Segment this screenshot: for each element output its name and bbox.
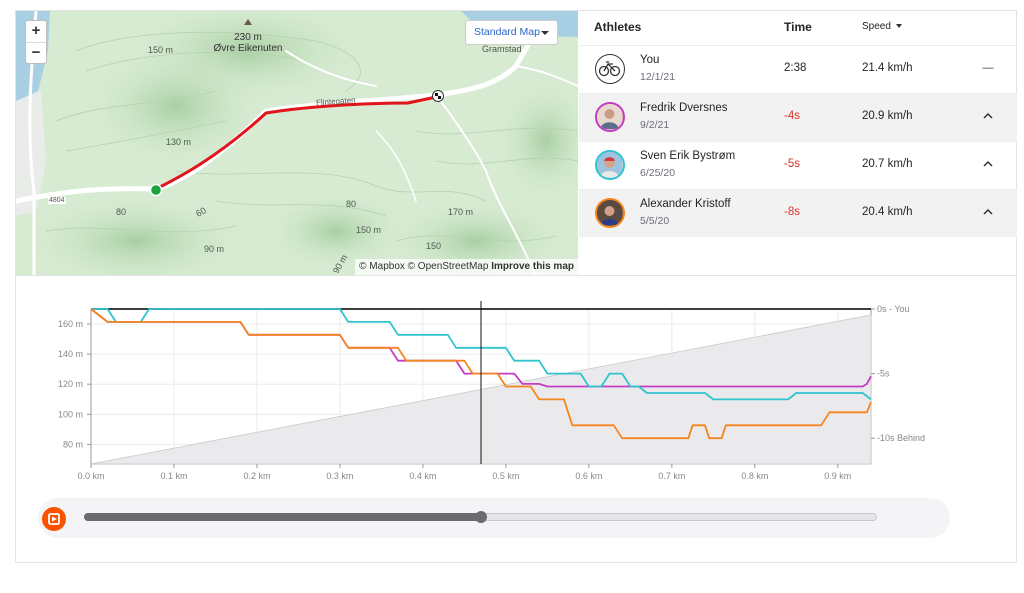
x-tick-label: 0.9 km [824, 471, 851, 481]
athlete-name[interactable]: You [640, 54, 660, 66]
play-icon [48, 513, 60, 525]
y-tick-label: 100 m [58, 409, 83, 419]
y2-tick-label: -10s Behind [877, 433, 925, 443]
effort-speed: 20.7 km/h [862, 158, 913, 170]
contour-label: 80 [346, 199, 357, 209]
effort-speed: 20.4 km/h [862, 206, 913, 218]
effort-date: 12/1/21 [640, 71, 676, 83]
effort-date: 5/5/20 [640, 215, 670, 227]
play-button[interactable] [42, 507, 66, 531]
athlete-avatar [595, 102, 625, 132]
time-gap: -5s [784, 158, 800, 170]
zoom-control: + − [25, 20, 47, 64]
chevron-down-icon [895, 24, 902, 29]
leaderboard-row[interactable]: Sven Erik Bystrøm 6/25/20 -5s 20.7 km/h [579, 141, 1017, 189]
segment-compare-widget: 230 m Øvre Eikenuten Gramstad Flintegate… [15, 10, 1017, 563]
athlete-name[interactable]: Fredrik Dversnes [640, 102, 728, 114]
effort-speed: 20.9 km/h [862, 110, 913, 122]
time-gap: -4s [784, 110, 800, 122]
time-gap-series [90, 308, 872, 440]
athlete-name[interactable]: Sven Erik Bystrøm [640, 150, 736, 162]
time-header[interactable]: Time [784, 20, 812, 34]
playback-progress [84, 513, 481, 521]
speed-header-label: Speed [862, 21, 891, 32]
finish-flag-icon [432, 90, 444, 102]
dash-icon[interactable]: — [982, 62, 994, 74]
y-tick-label: 120 m [58, 379, 83, 389]
section-divider [16, 275, 1016, 276]
x-tick-label: 0.5 km [492, 471, 519, 481]
attribution-text: © Mapbox © OpenStreetMap [359, 261, 489, 272]
x-tick-label: 0.1 km [160, 471, 187, 481]
y-tick-label: 80 m [63, 439, 83, 449]
bike-icon [595, 54, 625, 84]
chevron-down-icon [541, 31, 549, 35]
effort-speed: 21.4 km/h [862, 62, 913, 74]
route-map[interactable]: 230 m Øvre Eikenuten Gramstad Flintegate… [16, 11, 578, 275]
y2-tick-label: 0s - You [877, 304, 910, 314]
contour-label: 90 m [204, 244, 225, 254]
leaderboard-row[interactable]: Fredrik Dversnes 9/2/21 -4s 20.9 km/h [579, 93, 1017, 141]
x-tick-label: 0.3 km [326, 471, 353, 481]
x-tick-label: 0.4 km [409, 471, 436, 481]
athlete-name[interactable]: Alexander Kristoff [640, 198, 731, 210]
contour-label: 150 [426, 241, 442, 251]
contour-label: 150 m [148, 45, 174, 55]
y2-tick-label: -5s [877, 369, 890, 379]
improve-map-link[interactable]: Improve this map [491, 261, 574, 272]
effort-date: 9/2/21 [640, 119, 670, 131]
x-tick-label: 0.7 km [658, 471, 685, 481]
y-tick-label: 140 m [58, 349, 83, 359]
contour-label: 170 m [448, 207, 474, 217]
chevron-up-icon[interactable] [980, 156, 996, 172]
effort-time: 2:38 [784, 62, 807, 74]
map-style-dropdown[interactable]: Standard Map [465, 20, 558, 45]
leaderboard-row[interactable]: Alexander Kristoff 5/5/20 -8s 20.4 km/h [579, 189, 1017, 237]
speed-header-dropdown[interactable]: Speed [862, 11, 902, 45]
map-terrain [16, 11, 578, 275]
start-marker [149, 183, 163, 197]
x-axis-ticks: 0.0 km 0.1 km 0.2 km 0.3 km 0.4 km 0.5 km 0.6 … [77, 464, 851, 481]
peak-height: 230 m [234, 32, 262, 43]
contour-label: 150 m [356, 225, 382, 235]
series-line [90, 308, 872, 440]
peak-icon [244, 19, 252, 25]
y-tick-label: 160 m [58, 319, 83, 329]
athletes-header: Athletes [594, 20, 642, 34]
chevron-up-icon[interactable] [980, 108, 996, 124]
peak-label: 230 m Øvre Eikenuten [212, 32, 284, 54]
peak-name: Øvre Eikenuten [213, 43, 283, 54]
playback-scrubber[interactable] [474, 511, 487, 523]
series-line [91, 308, 872, 401]
athlete-avatar [595, 150, 625, 180]
time-gap: -8s [784, 206, 800, 218]
time-gap-axis-ticks: 0s - You -5s -10s Behind [871, 304, 925, 443]
zoom-in-button[interactable]: + [31, 22, 41, 39]
map-attribution: © Mapbox © OpenStreetMap Improve this ma… [355, 259, 578, 275]
x-tick-label: 0.0 km [77, 471, 104, 481]
place-label: Gramstad [482, 44, 522, 54]
contour-label: 130 m [166, 137, 192, 147]
y-axis-ticks: 160 m 140 m 120 m 100 m 80 m [58, 319, 91, 449]
map-style-label: Standard Map [474, 26, 540, 38]
athlete-avatar [595, 198, 625, 228]
x-tick-label: 0.8 km [741, 471, 768, 481]
x-tick-label: 0.6 km [575, 471, 602, 481]
leaderboard-panel: Athletes Time Speed You 12/1/21 2:38 21.… [579, 11, 1017, 238]
x-tick-label: 0.2 km [243, 471, 270, 481]
zoom-out-button[interactable]: − [26, 42, 46, 63]
chevron-up-icon[interactable] [980, 204, 996, 220]
leaderboard-row[interactable]: You 12/1/21 2:38 21.4 km/h — [579, 45, 1017, 93]
road-number: 4804 [48, 197, 66, 204]
effort-date: 6/25/20 [640, 167, 676, 179]
elevation-time-gap-chart[interactable]: 0.0 km 0.1 km 0.2 km 0.3 km 0.4 km 0.5 km 0.6 … [16, 281, 1016, 491]
contour-label: 80 [116, 207, 127, 217]
